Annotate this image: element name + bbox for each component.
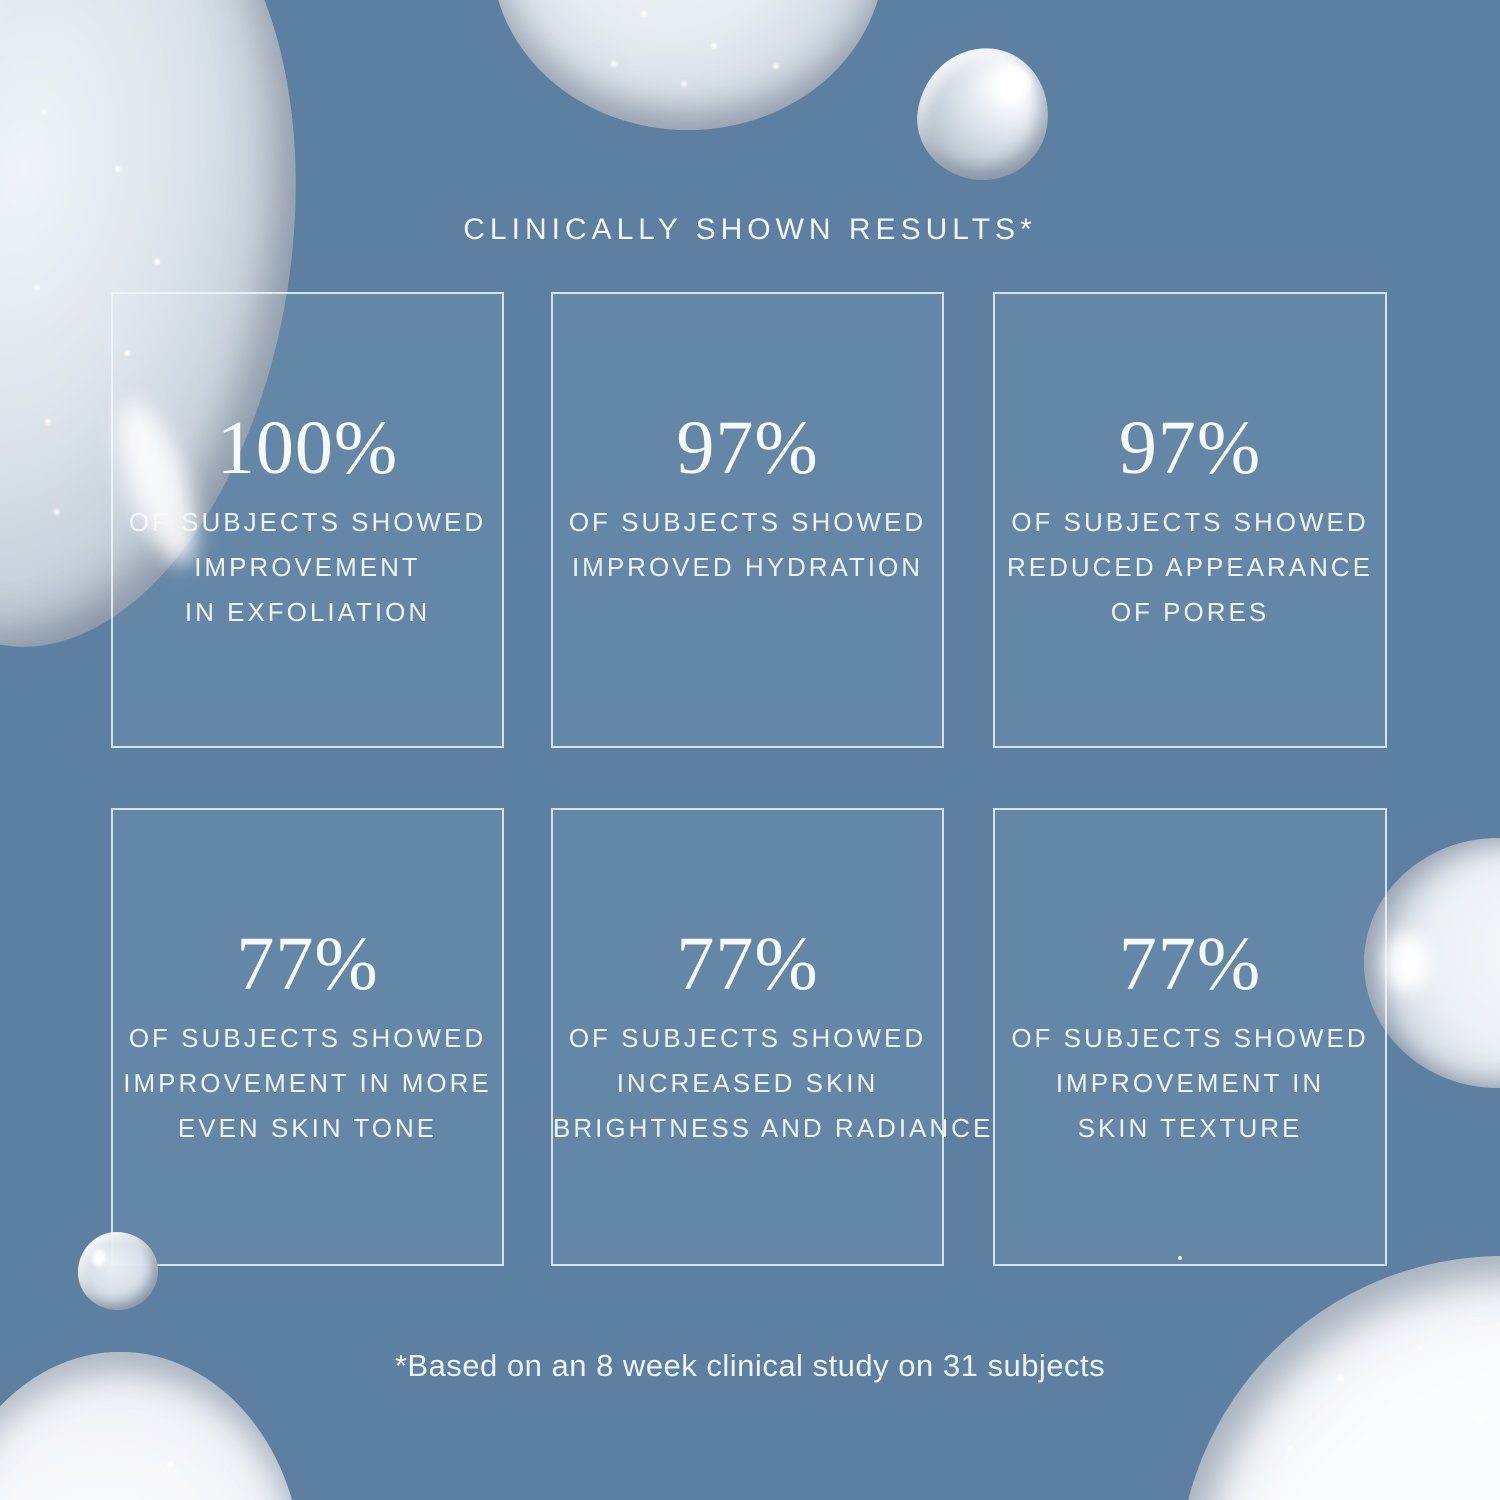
stat-description-line: OF SUBJECTS SHOWED bbox=[128, 1023, 487, 1053]
stat-value: 97% bbox=[1118, 406, 1262, 490]
stat-description-line: IMPROVEMENT bbox=[194, 552, 421, 582]
footnote: *Based on an 8 week clinical study on 31… bbox=[394, 1348, 1106, 1383]
water-droplet-top-right bbox=[909, 39, 1057, 189]
water-droplet-top-center bbox=[492, 0, 884, 130]
stat-description-line: OF PORES bbox=[1110, 597, 1270, 627]
stat-description-line: REDUCED APPEARANCE bbox=[1006, 552, 1374, 582]
page-title: CLINICALLY SHOWN RESULTS* bbox=[463, 213, 1037, 246]
stat-value: 77% bbox=[676, 922, 819, 1006]
stat-card-exfoliation: 100% OF SUBJECTS SHOWED IMPROVEMENT IN E… bbox=[111, 292, 504, 748]
stat-card-pores: 97% OF SUBJECTS SHOWED REDUCED APPEARANC… bbox=[993, 292, 1387, 748]
stat-description-line: IMPROVEMENT IN MORE bbox=[123, 1068, 492, 1098]
stat-card-skin-tone: 77% OF SUBJECTS SHOWED IMPROVEMENT IN MO… bbox=[111, 808, 504, 1266]
water-droplet-small-bottom-left bbox=[78, 1232, 158, 1310]
stat-value: 97% bbox=[676, 406, 819, 490]
droplet-sparkles bbox=[1178, 1256, 1182, 1260]
stat-description-line: IMPROVEMENT IN bbox=[1055, 1068, 1325, 1098]
stat-description-line: IN EXFOLIATION bbox=[184, 597, 431, 627]
stat-description-line: OF SUBJECTS SHOWED bbox=[568, 1023, 927, 1053]
stat-card-brightness: 77% OF SUBJECTS SHOWED INCREASED SKIN BR… bbox=[551, 808, 994, 1266]
stat-value: 77% bbox=[1118, 922, 1262, 1006]
stat-description-line: IMPROVED HYDRATION bbox=[571, 552, 924, 582]
stat-description-line: OF SUBJECTS SHOWED bbox=[568, 507, 927, 537]
stat-card-texture: 77% OF SUBJECTS SHOWED IMPROVEMENT IN SK… bbox=[993, 808, 1387, 1266]
stat-value: 77% bbox=[236, 922, 379, 1006]
stat-description-line: OF SUBJECTS SHOWED bbox=[128, 507, 487, 537]
stat-description-line: BRIGHTNESS AND RADIANCE bbox=[553, 1113, 994, 1143]
stat-description-line: SKIN TEXTURE bbox=[1077, 1113, 1303, 1143]
stat-value: 100% bbox=[216, 406, 399, 490]
stat-description-line: EVEN SKIN TONE bbox=[177, 1113, 438, 1143]
stat-description-line: INCREASED SKIN bbox=[616, 1068, 879, 1098]
stat-description-line: OF SUBJECTS SHOWED bbox=[1011, 1023, 1369, 1053]
stat-card-hydration: 97% OF SUBJECTS SHOWED IMPROVED HYDRATIO… bbox=[551, 292, 944, 748]
stat-description-line: OF SUBJECTS SHOWED bbox=[1011, 507, 1369, 537]
